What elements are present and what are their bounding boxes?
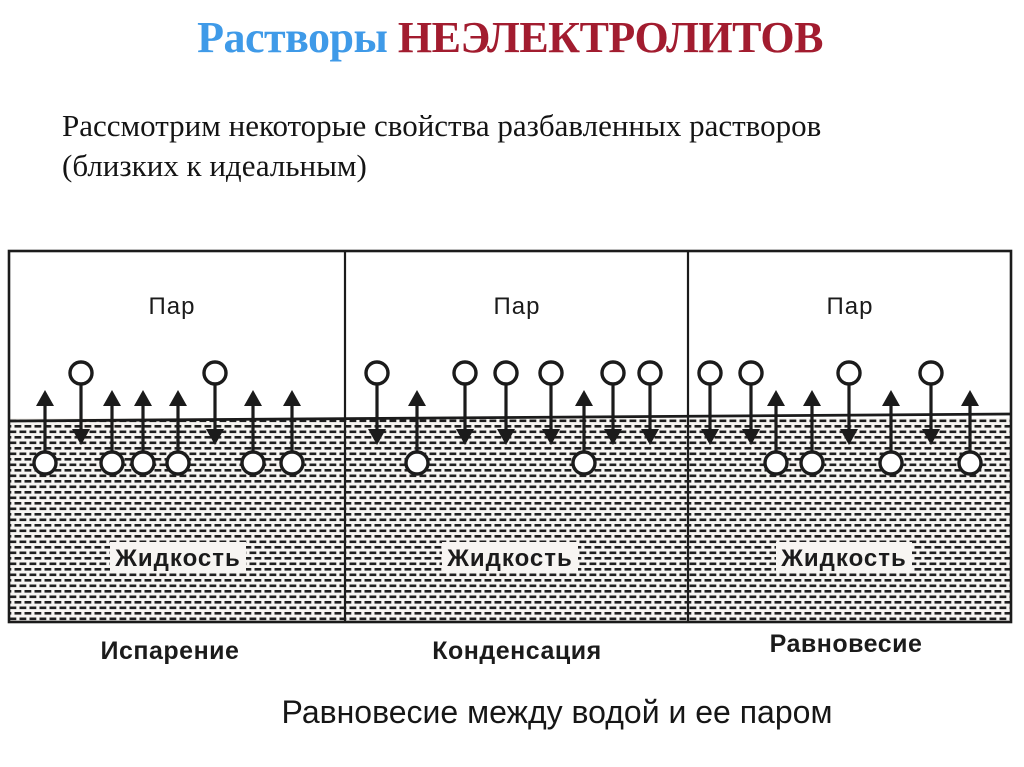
vapor-molecule-condensing [637,360,663,445]
down-arrowhead-icon [368,429,386,445]
molecule-circle [404,450,430,476]
down-arrowhead-icon [840,429,858,445]
molecule-circle [763,450,789,476]
down-arrowhead-icon [701,429,719,445]
down-arrowhead-icon [742,429,760,445]
molecule-circle [493,360,519,386]
vapor-label: Пар [827,293,874,320]
vapor-label: Пар [494,293,541,320]
molecule-circle [571,450,597,476]
process-label: Конденсация [432,637,601,665]
title-blue: Растворы [197,13,388,62]
vapor-molecule-condensing [738,360,764,445]
down-arrowhead-icon [72,429,90,445]
title-red: НЕЭЛЕКТРОЛИТОВ [397,13,824,62]
liquid-label-backing [776,542,912,572]
vapor-molecule-condensing [918,360,944,445]
up-arrowhead-icon [882,390,900,406]
figure-caption: Равновесие между водой и ее паром [281,694,833,730]
vapor-molecule-condensing [836,360,862,445]
liquid-label: Жидкость [114,545,241,572]
molecule-circle [99,450,125,476]
liquid-molecule-evaporating [763,390,789,476]
up-arrowhead-icon [169,390,187,406]
vapor-molecule-condensing [68,360,94,445]
intro-line-1: Рассмотрим некоторые свойства разбавленн… [62,108,822,143]
down-arrowhead-icon [641,429,659,445]
molecule-circle [538,360,564,386]
up-arrowhead-icon [36,390,54,406]
molecule-circle [799,450,825,476]
vapor-molecule-condensing [493,360,519,445]
down-arrowhead-icon [456,429,474,445]
up-arrowhead-icon [803,390,821,406]
molecule-circle [957,450,983,476]
diagram-frame [7,249,1013,624]
vapor-molecule-condensing [600,360,626,445]
intro-text: Рассмотрим некоторые свойства разбавленн… [62,106,821,186]
liquid-label-backing [442,542,578,572]
page-title: Растворы НЕЭЛЕКТРОЛИТОВ [197,12,823,63]
liquid-surface-line [8,412,1012,423]
down-arrowhead-icon [206,429,224,445]
molecule-circle [452,360,478,386]
process-label: Испарение [101,637,240,665]
liquid-molecule-evaporating [279,390,305,476]
molecule-circle [202,360,228,386]
molecule-circle [738,360,764,386]
vapor-molecule-condensing [364,360,390,445]
liquid-molecule-evaporating [99,390,125,476]
liquid-molecule-evaporating [571,390,597,476]
molecule-circle [600,360,626,386]
molecule-circle [836,360,862,386]
liquid-molecule-evaporating [878,390,904,476]
vapor-molecule-condensing [538,360,564,445]
molecule-circle [240,450,266,476]
intro-line-2: (близких к идеальным) [62,148,367,183]
molecule-circle [165,450,191,476]
molecule-circle [918,360,944,386]
up-arrowhead-icon [767,390,785,406]
liquid-label: Жидкость [446,545,573,572]
liquid-body [10,418,1010,622]
molecule-circle [878,450,904,476]
up-arrowhead-icon [575,390,593,406]
liquid-label-backing [110,542,246,572]
up-arrowhead-icon [283,390,301,406]
molecule-circle [364,360,390,386]
molecule-circle [32,450,58,476]
liquid-molecule-evaporating [957,390,983,476]
up-arrowhead-icon [103,390,121,406]
up-arrowhead-icon [134,390,152,406]
liquid-molecule-evaporating [799,390,825,476]
molecule-circle [637,360,663,386]
molecule-circle [68,360,94,386]
vapor-molecule-condensing [452,360,478,445]
liquid-label: Жидкость [780,545,907,572]
liquid-molecule-evaporating [130,390,156,476]
liquid-molecule-evaporating [165,390,191,476]
molecule-circle [279,450,305,476]
down-arrowhead-icon [922,429,940,445]
molecule-circle [697,360,723,386]
liquid-molecule-evaporating [32,390,58,476]
molecule-circle [130,450,156,476]
up-arrowhead-icon [408,390,426,406]
liquid-molecule-evaporating [240,390,266,476]
down-arrowhead-icon [542,429,560,445]
vapor-molecule-condensing [697,360,723,445]
process-label: Равновесие [770,630,923,658]
up-arrowhead-icon [961,390,979,406]
vapor-molecule-condensing [202,360,228,445]
vapor-label: Пар [149,293,196,320]
liquid-molecule-evaporating [404,390,430,476]
down-arrowhead-icon [604,429,622,445]
up-arrowhead-icon [244,390,262,406]
down-arrowhead-icon [497,429,515,445]
